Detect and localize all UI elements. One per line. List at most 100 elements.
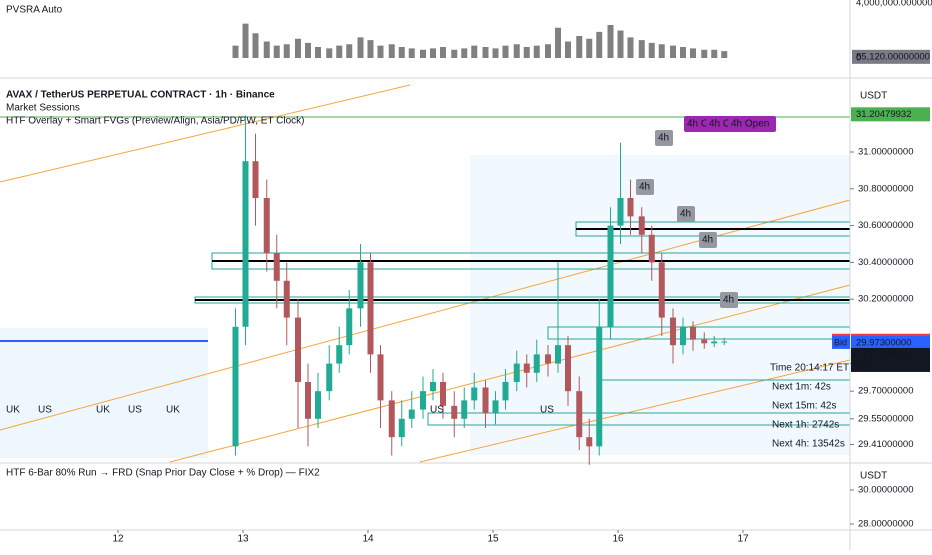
candle-body — [523, 363, 530, 373]
volume-bar — [430, 48, 436, 58]
candle-body — [586, 437, 593, 447]
marker — [636, 179, 654, 195]
marker — [728, 116, 776, 132]
candle-body — [576, 391, 583, 438]
volume-bar — [398, 47, 405, 58]
price-tag — [851, 335, 930, 350]
marker — [655, 130, 673, 146]
marker-label: 4h — [658, 133, 669, 144]
symbol-title: AVAX / TetherUS PERPETUAL CONTRACT · 1h … — [6, 90, 275, 101]
y-tick-label: 29.41000000 — [858, 439, 913, 450]
volume-bar — [627, 37, 634, 58]
x-tick-label: 12 — [112, 534, 124, 545]
lower-pane-title: HTF 6-Bar 80% Run → FRD (Snap Prior Day … — [6, 468, 320, 479]
x-tick-label: 15 — [487, 534, 499, 545]
clock-line: Time 20:14:17 ET — [770, 363, 849, 374]
unit-label: USDT — [860, 471, 887, 482]
candle-body — [388, 400, 395, 438]
marker — [720, 292, 738, 308]
x-tick-label: 14 — [362, 534, 374, 545]
volume-bar — [648, 42, 655, 58]
candle-body — [461, 400, 468, 419]
volume-bar — [388, 44, 395, 58]
volume-bar — [658, 44, 665, 58]
clock-line: Next 15m: 42s — [772, 401, 836, 412]
volume-bar — [471, 45, 478, 58]
candle-body — [607, 225, 614, 327]
session-label: US — [540, 405, 554, 416]
candle-body — [533, 354, 540, 373]
y-tick-label: 29.55000000 — [858, 413, 913, 424]
side-tag-label: Bid — [834, 337, 847, 347]
volume-bar — [586, 38, 593, 58]
volume-indicator: PVSRA Auto — [6, 5, 63, 16]
session-label: UK — [166, 405, 180, 416]
volume-bar — [523, 47, 530, 58]
volume-bar — [273, 45, 280, 58]
y-tick-label: 29.70000000 — [858, 386, 913, 397]
price-tag-label: 29.97300000 — [856, 349, 911, 360]
session-label: US — [430, 405, 444, 416]
y-tick-label: 31.00000000 — [858, 147, 913, 158]
volume-bar — [283, 44, 290, 58]
lower-tick-label: 28.00000000 — [858, 519, 913, 530]
volume-bar — [545, 44, 551, 58]
candle-body — [377, 354, 384, 401]
volume-bar — [638, 40, 645, 58]
volume-bar — [232, 45, 239, 58]
volume-bar — [596, 31, 603, 58]
volume-bar — [565, 41, 571, 58]
candle-body — [648, 234, 655, 263]
volume-bar — [346, 44, 353, 58]
volume-bar — [461, 48, 468, 58]
candle-body — [680, 326, 686, 346]
indicator-name: HTF Overlay + Smart FVGs (Preview/Align,… — [6, 116, 305, 127]
volume-bar — [295, 38, 301, 58]
volume-bar — [680, 47, 686, 58]
candle-body — [408, 409, 415, 419]
y-tick-label: 30.20000000 — [858, 294, 913, 305]
volume-tick-label: 0 — [856, 53, 861, 64]
volume-bar — [451, 49, 458, 58]
lower-tick-label: 30.00000000 — [858, 485, 913, 496]
candle-body — [545, 354, 551, 364]
candle-body — [263, 197, 270, 254]
candle-body — [346, 308, 353, 346]
candle-body — [565, 345, 571, 392]
candle-body — [670, 317, 676, 346]
candle-body — [627, 197, 634, 217]
session-label: US — [128, 405, 142, 416]
x-tick-label: 16 — [612, 534, 624, 545]
volume-bar — [408, 48, 415, 58]
y-tick-label: 30.80000000 — [858, 183, 913, 194]
volume-bar — [513, 44, 520, 58]
clock-line: Next 1m: 42s — [772, 382, 831, 393]
candle-body — [440, 381, 446, 406]
marker-label: 4h Open — [731, 119, 769, 130]
marker-label: 4h — [680, 209, 691, 220]
y-tick-label: 30.40000000 — [858, 257, 913, 268]
candle-body — [398, 418, 405, 438]
volume-bar — [315, 47, 321, 58]
candle-body — [232, 326, 239, 447]
indicator-name: Market Sessions — [6, 103, 80, 114]
candle-body — [252, 161, 259, 198]
volume-bar — [502, 45, 509, 58]
volume-tick-label: 4,000,000.00000000 — [856, 0, 932, 9]
candle-body — [596, 326, 603, 447]
candle-body — [273, 253, 280, 281]
marker-label: 4h — [723, 295, 734, 306]
marker — [699, 232, 717, 248]
candle-body — [482, 387, 489, 414]
candle-body — [711, 341, 718, 344]
y-tick-label: 30.60000000 — [858, 220, 913, 231]
candle-body — [367, 262, 374, 355]
volume-bar — [607, 25, 614, 58]
countdown: 45:43 — [856, 360, 880, 371]
volume-bar — [721, 51, 728, 58]
clock-line: Next 1h: 2742s — [772, 420, 839, 431]
candle-body — [471, 387, 478, 401]
candle-body — [513, 363, 520, 382]
candle-body — [420, 391, 426, 410]
volume-bar — [555, 27, 561, 58]
